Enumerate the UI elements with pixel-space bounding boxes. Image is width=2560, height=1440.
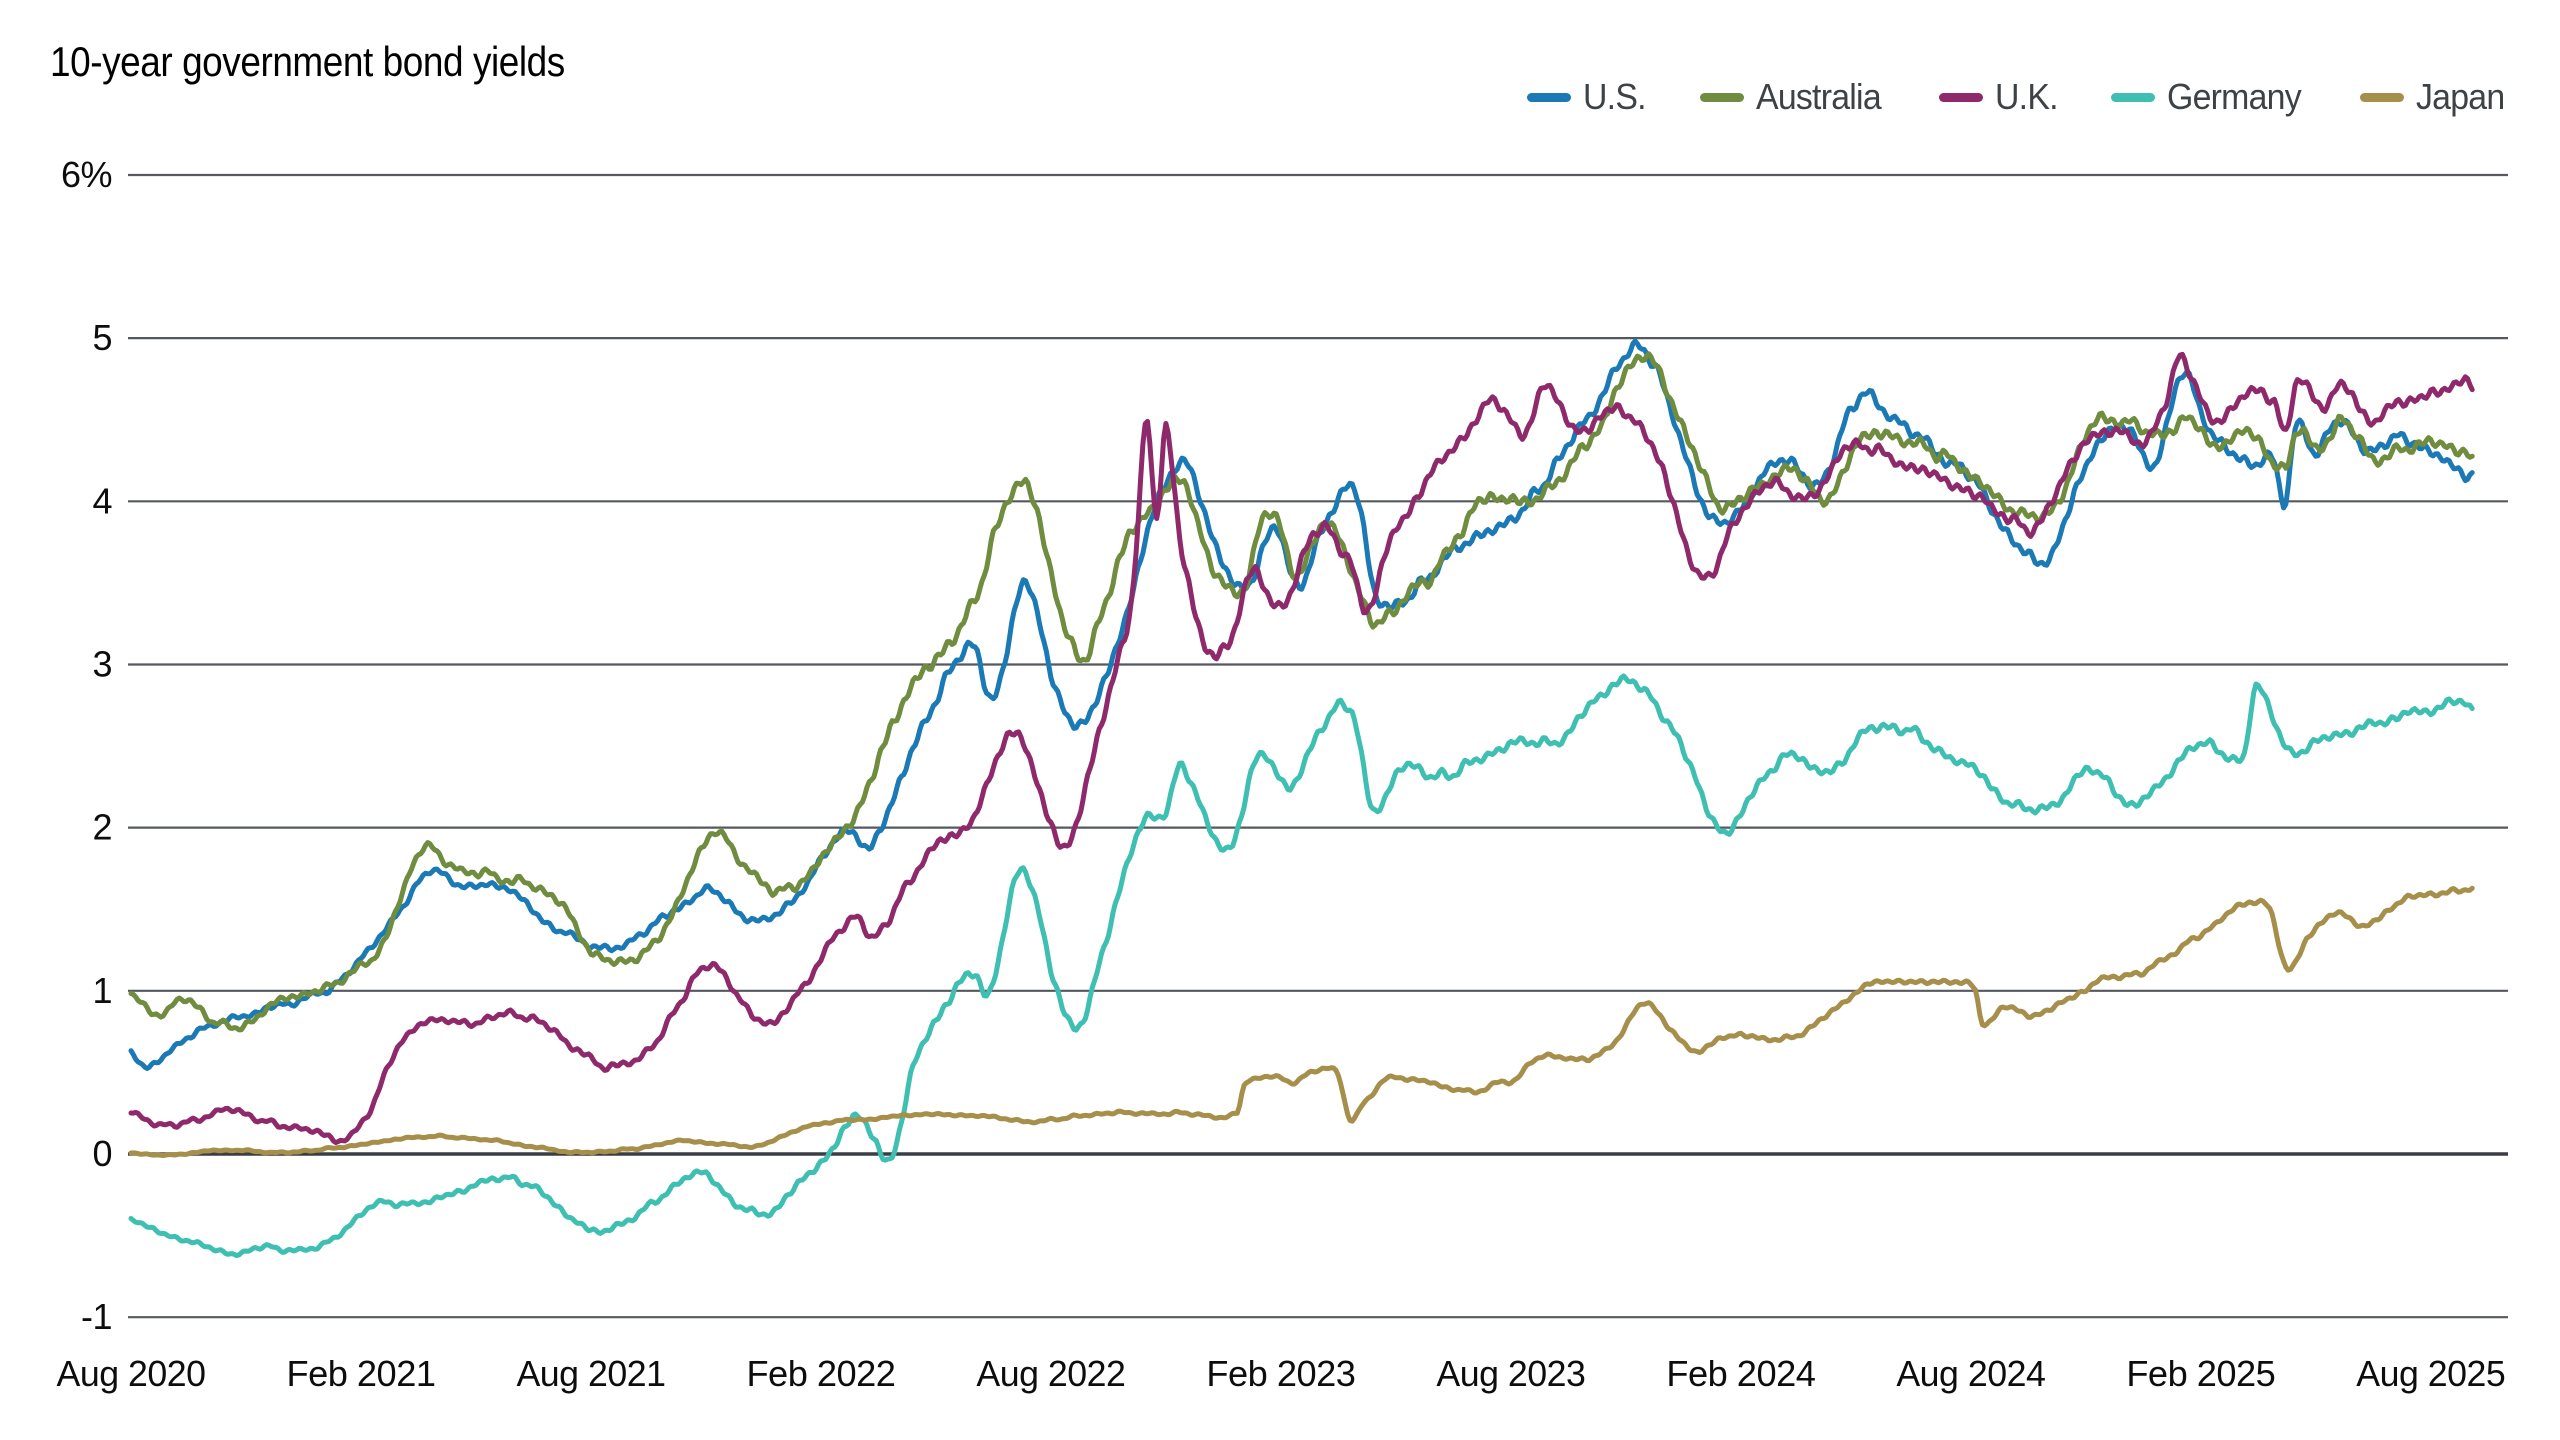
x-tick-feb-2025: Feb 2025	[2126, 1353, 2275, 1394]
x-tick-feb-2022: Feb 2022	[746, 1353, 895, 1394]
x-tick-aug-2024: Aug 2024	[1896, 1353, 2045, 1394]
legend-item-japan: Japan	[2359, 76, 2510, 118]
legend-label-uk: U.K.	[1994, 76, 2059, 117]
x-tick-aug-2021: Aug 2021	[516, 1353, 665, 1394]
series-us-line	[128, 338, 2475, 1071]
series-australia-line	[128, 351, 2475, 1033]
y-tick-6%: 6%	[61, 154, 112, 195]
chart-title: 10-year government bond yields	[50, 38, 565, 85]
y-tick-4: 4	[92, 480, 112, 521]
legend-item-australia: Australia	[1699, 76, 1889, 118]
x-tick-feb-2024: Feb 2024	[1666, 1353, 1815, 1394]
x-tick-feb-2021: Feb 2021	[286, 1353, 435, 1394]
legend-item-uk: U.K.	[1938, 76, 2062, 118]
legend-label-us: U.S.	[1582, 76, 1647, 117]
legend-swatch-us-icon	[1526, 92, 1571, 102]
legend-swatch-australia-icon	[1699, 92, 1744, 102]
x-tick-aug-2020: Aug 2020	[57, 1353, 206, 1394]
x-tick-feb-2023: Feb 2023	[1206, 1353, 1355, 1394]
x-tick-aug-2025: Aug 2025	[2356, 1353, 2505, 1394]
series-germany-line	[128, 673, 2475, 1258]
y-tick-5: 5	[92, 317, 112, 358]
legend-swatch-germany-icon	[2111, 92, 2156, 102]
chart-legend: U.S. Australia U.K. Germany Japan	[1526, 74, 2510, 120]
legend-swatch-japan-icon	[2359, 92, 2404, 102]
x-tick-aug-2023: Aug 2023	[1436, 1353, 1585, 1394]
y-tick-0: 0	[92, 1133, 112, 1174]
y-tick-3: 3	[92, 643, 112, 684]
series-japan-line	[128, 885, 2475, 1158]
legend-item-germany: Germany	[2111, 76, 2309, 118]
y-tick--1: -1	[81, 1296, 112, 1337]
legend-label-japan: Japan	[2415, 76, 2505, 117]
y-tick-1: 1	[92, 970, 112, 1011]
series-uk-line	[128, 351, 2475, 1145]
legend-label-australia: Australia	[1755, 76, 1882, 117]
legend-item-us: U.S.	[1526, 76, 1650, 118]
y-tick-2: 2	[92, 807, 112, 848]
x-tick-aug-2022: Aug 2022	[976, 1353, 1125, 1394]
legend-swatch-uk-icon	[1938, 92, 1983, 102]
legend-label-germany: Germany	[2167, 76, 2302, 117]
